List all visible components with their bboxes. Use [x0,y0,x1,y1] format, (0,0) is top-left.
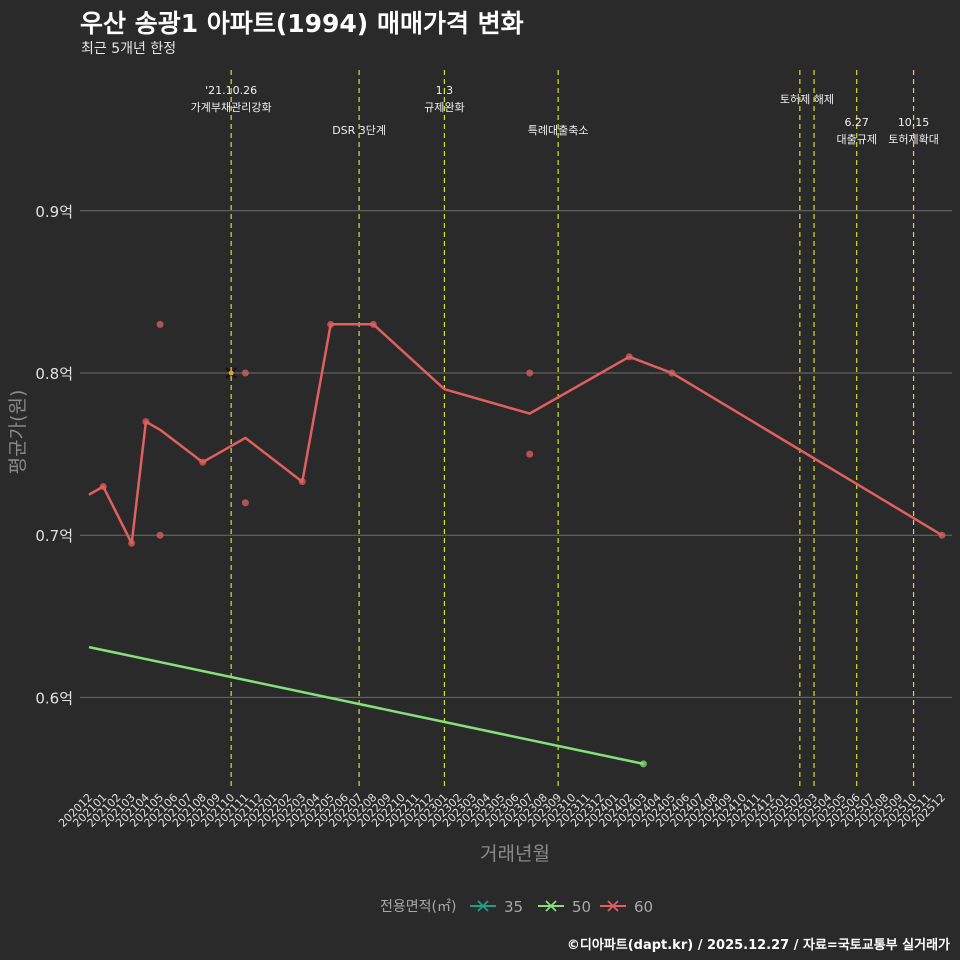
y-tick-label: 0.6억 [35,689,73,707]
data-point [241,369,249,377]
source-caption: ©디아파트(dapt.kr) / 2025.12.27 / 자료=국토교통부 실… [566,938,950,953]
event-label: '21.10.26 [205,84,257,97]
data-point [142,418,150,426]
legend-swatch-marker [477,900,489,912]
y-tick-label: 0.8억 [35,365,73,383]
highlight-point [228,370,234,376]
chart-title: 우산 송광1 아파트(1994) 매매가격 변화 [80,9,524,38]
event-label: 10.15 [898,116,930,129]
data-point [625,353,633,361]
x-axis-ticks: 2020122021012021022021032021042021052021… [56,791,948,830]
event-label: 대출규제 [836,133,876,146]
data-point [668,369,676,377]
x-axis-label: 거래년월 [480,843,550,865]
event-label: 1.3 [436,84,454,97]
event-label: 토허제확대 [888,133,939,146]
event-label: 6.27 [844,116,869,129]
y-tick-label: 0.9억 [35,203,73,221]
y-axis-label: 평균가(원) [7,390,29,475]
series-line-50 [88,645,644,766]
legend: 전용면적(㎡) 35 50 60 [380,898,653,916]
data-point [938,531,946,539]
event-label: 가계부채관리강화 [191,101,272,114]
legend-label: 50 [572,898,591,916]
data-series [88,320,946,768]
data-point [199,458,207,466]
legend-swatch-marker [545,900,557,912]
y-axis-ticks: 0.6억 0.7억 0.8억 0.9억 [35,203,73,708]
data-point [241,499,249,507]
legend-label: 35 [504,898,523,916]
grid-lines [80,210,952,698]
data-point [639,760,647,768]
data-point [369,320,377,328]
event-label: 토허제 해제 [780,92,834,106]
legend-label: 60 [634,898,653,916]
data-point [526,450,534,458]
event-label: 규제완화 [424,101,464,114]
chart-subtitle: 최근 5개년 한정 [81,41,177,57]
event-label: 특례대출축소 [528,124,589,137]
legend-title: 전용면적(㎡) [380,899,456,915]
data-point [128,539,136,547]
data-point [99,483,107,491]
y-tick-label: 0.7억 [35,527,73,545]
data-point [156,320,164,328]
data-point [298,478,306,486]
data-point [156,531,164,539]
data-point [327,320,335,328]
event-label: DSR 3단계 [332,124,386,137]
legend-swatch-marker [607,900,619,912]
data-point [526,369,534,377]
